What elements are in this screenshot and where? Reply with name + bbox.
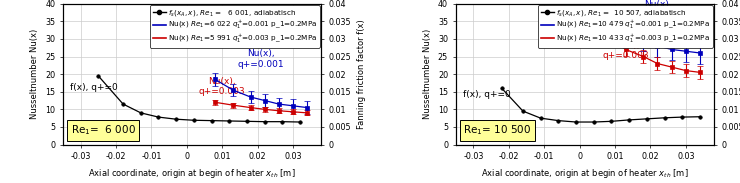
Text: Nu(x),
q+=0.001: Nu(x), q+=0.001 [634, 0, 681, 20]
Y-axis label: Nusseltnumber Nu(x): Nusseltnumber Nu(x) [30, 29, 39, 119]
Y-axis label: Fanning friction factor f(x): Fanning friction factor f(x) [357, 19, 366, 129]
Text: Nu(x),
q+=0.003: Nu(x), q+=0.003 [199, 76, 246, 96]
Text: Re$_1$= 10 500: Re$_1$= 10 500 [463, 123, 531, 137]
Text: Re$_1$=  6 000: Re$_1$= 6 000 [70, 123, 135, 137]
X-axis label: Axial coordinate, origin at begin of heater $x_{th}$ [m]: Axial coordinate, origin at begin of hea… [481, 167, 689, 180]
Legend: $f_s(x_A, x)$, $Re_1$ =  10 507, adiabatisch, Nu(x) $Re_1$=10 479 $q^{+}_{1}$=0.: $f_s(x_A, x)$, $Re_1$ = 10 507, adiabati… [538, 5, 713, 48]
Legend: $f_s(x_A, x)$, $Re_1$ =   6 001, adiabatisch, Nu(x) $Re_1$=6 022 $q^{+}_{1}$=0.0: $f_s(x_A, x)$, $Re_1$ = 6 001, adiabatis… [149, 5, 320, 48]
Y-axis label: Nusseltnumber Nu(x): Nusseltnumber Nu(x) [423, 29, 432, 119]
Text: Nu(x),
q+=0.003: Nu(x), q+=0.003 [602, 41, 649, 60]
Text: f(x), q+=0: f(x), q+=0 [462, 90, 511, 99]
Text: Nu(x),
q+=0.001: Nu(x), q+=0.001 [238, 49, 284, 69]
X-axis label: Axial coordinate, origin at begin of heater $x_{th}$ [m]: Axial coordinate, origin at begin of hea… [88, 167, 296, 180]
Text: f(x), q+=0: f(x), q+=0 [70, 83, 118, 92]
